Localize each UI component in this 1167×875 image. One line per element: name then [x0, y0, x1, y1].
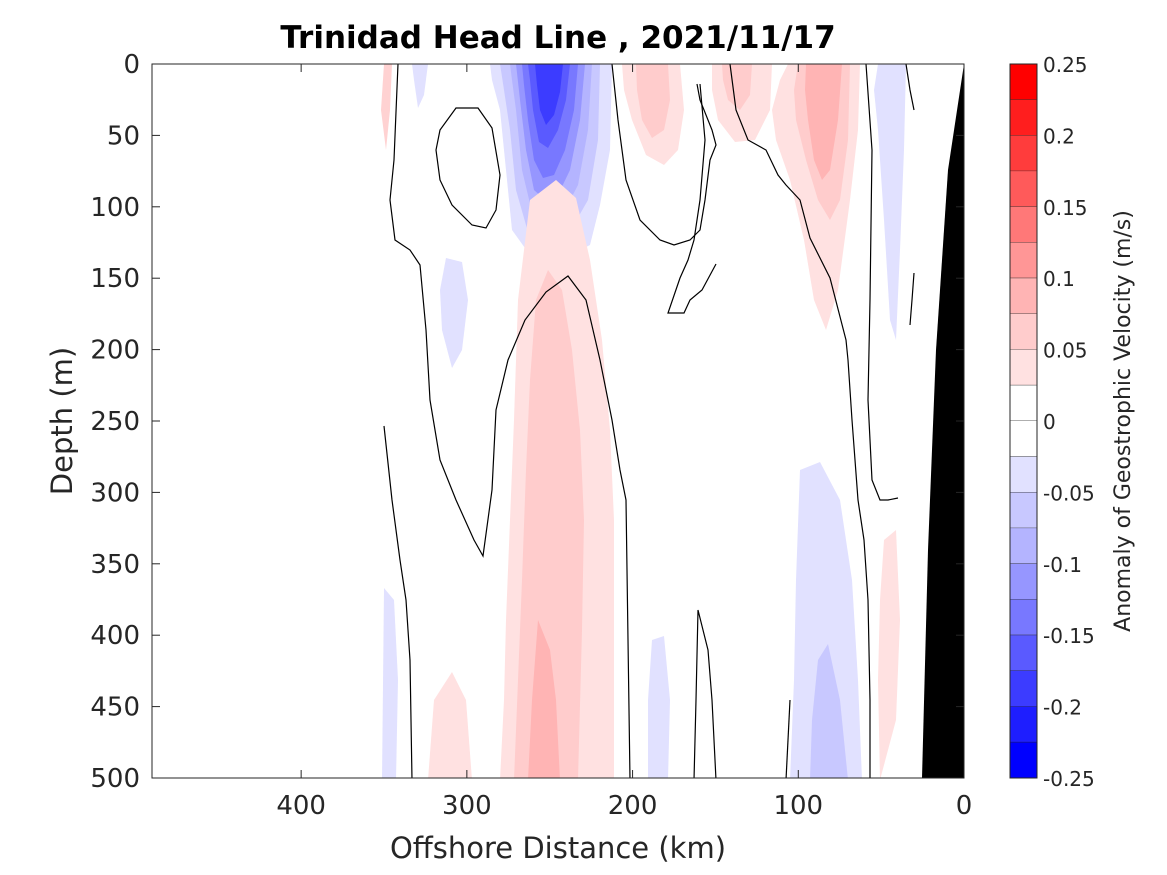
anomaly-region [412, 64, 428, 108]
colorbar-tick-label: -0.1 [1043, 553, 1082, 577]
y-tick-label: 250 [90, 407, 140, 437]
colorbar-swatch [1010, 599, 1037, 636]
x-axis: 400 300 200 100 0 [276, 64, 972, 821]
y-axis: 0 50 100 150 200 250 300 350 400 450 500 [90, 50, 964, 794]
zero-contour [909, 272, 915, 326]
colorbar-tick-label: 0.25 [1043, 53, 1088, 77]
colorbar-swatch [1010, 349, 1037, 386]
colorbar-swatch [1010, 171, 1037, 207]
y-tick-label: 450 [90, 693, 140, 723]
colorbar-tick-label: 0.1 [1043, 267, 1075, 291]
anomaly-region [874, 64, 906, 340]
y-tick-label: 150 [90, 264, 140, 294]
zero-contour [435, 107, 501, 229]
x-tick-label: 200 [608, 791, 658, 821]
colorbar-swatch [1010, 742, 1037, 778]
zero-contour [383, 425, 413, 778]
colorbar-swatch [1010, 278, 1037, 314]
colorbar-swatch [1010, 421, 1037, 457]
anomaly-region [428, 672, 472, 778]
colorbar-tick-label: -0.05 [1043, 481, 1095, 505]
y-tick-label: 400 [90, 621, 140, 651]
colorbar-swatch [1010, 635, 1037, 671]
colorbar-axis: 0.25 0.2 0.15 0.1 0.05 0 -0.05 -0.1 -0.15 -0.2 -0.… [1043, 53, 1095, 791]
zero-contour [865, 64, 899, 501]
colorbar-tick-label: -0.2 [1043, 696, 1082, 720]
y-tick-label: 350 [90, 550, 140, 580]
anomaly-region [878, 530, 900, 778]
colorbar [1009, 63, 1038, 779]
anomaly-region [535, 64, 563, 125]
colorbar-tick-label: 0.05 [1043, 339, 1088, 363]
colorbar-swatch [1010, 64, 1037, 100]
y-axis-label: Depth (m) [45, 347, 79, 495]
x-tick-label: 400 [276, 791, 326, 821]
x-tick-label: 300 [442, 791, 492, 821]
anomaly-region [381, 64, 392, 150]
colorbar-swatch [1010, 528, 1037, 564]
y-tick-label: 500 [90, 764, 140, 794]
colorbar-swatch [1010, 385, 1037, 421]
colorbar-swatch [1010, 313, 1037, 350]
y-tick-label: 200 [90, 336, 140, 366]
colorbar-tick-label: 0.2 [1043, 124, 1075, 148]
colorbar-swatch [1010, 492, 1037, 529]
zero-contour [389, 64, 631, 778]
anomaly-region [440, 258, 468, 368]
colorbar-tick-label: -0.15 [1043, 624, 1095, 648]
x-tick-label: 100 [773, 791, 823, 821]
anomaly-region [636, 64, 670, 138]
x-tick-label: 0 [956, 791, 973, 821]
colorbar-tick-label: 0 [1043, 410, 1056, 434]
anomaly-region [528, 620, 560, 778]
y-tick-label: 0 [123, 50, 140, 80]
zero-contour-lines [383, 64, 915, 778]
colorbar-tick-label: 0.15 [1043, 196, 1088, 220]
bathymetry-wedge [922, 64, 964, 778]
y-tick-label: 50 [107, 121, 140, 151]
chart-title: Trinidad Head Line , 2021/11/17 [280, 20, 835, 56]
colorbar-swatch [1010, 206, 1037, 243]
zero-contour [667, 83, 717, 314]
zero-contour [693, 609, 717, 778]
anomaly-region [805, 64, 842, 180]
colorbar-swatch [1010, 242, 1037, 279]
colorbar-swatch [1010, 456, 1037, 493]
colorbar-swatch [1010, 670, 1037, 707]
zero-contour [729, 64, 871, 778]
colorbar-tick-label: -0.25 [1043, 767, 1095, 791]
anomaly-region [810, 644, 848, 778]
colorbar-swatch [1010, 706, 1037, 743]
x-axis-label: Offshore Distance (km) [390, 831, 726, 865]
y-tick-label: 300 [90, 478, 140, 508]
colorbar-swatch [1010, 99, 1037, 136]
zero-contour [905, 64, 915, 111]
colorbar-label: Anomaly of Geostrophic Velocity (m/s) [1111, 210, 1136, 632]
anomaly-region [382, 588, 398, 778]
anomaly-region [648, 636, 670, 778]
colorbar-swatch [1010, 563, 1037, 600]
anomaly-region [722, 64, 752, 110]
zero-contour [785, 699, 791, 778]
colorbar-frame [1009, 63, 1038, 779]
anomaly-region [790, 462, 862, 778]
anomaly-region [514, 270, 584, 778]
y-tick-label: 100 [90, 193, 140, 223]
colorbar-swatch [1010, 135, 1037, 172]
velocity-contour-fill [381, 64, 964, 778]
